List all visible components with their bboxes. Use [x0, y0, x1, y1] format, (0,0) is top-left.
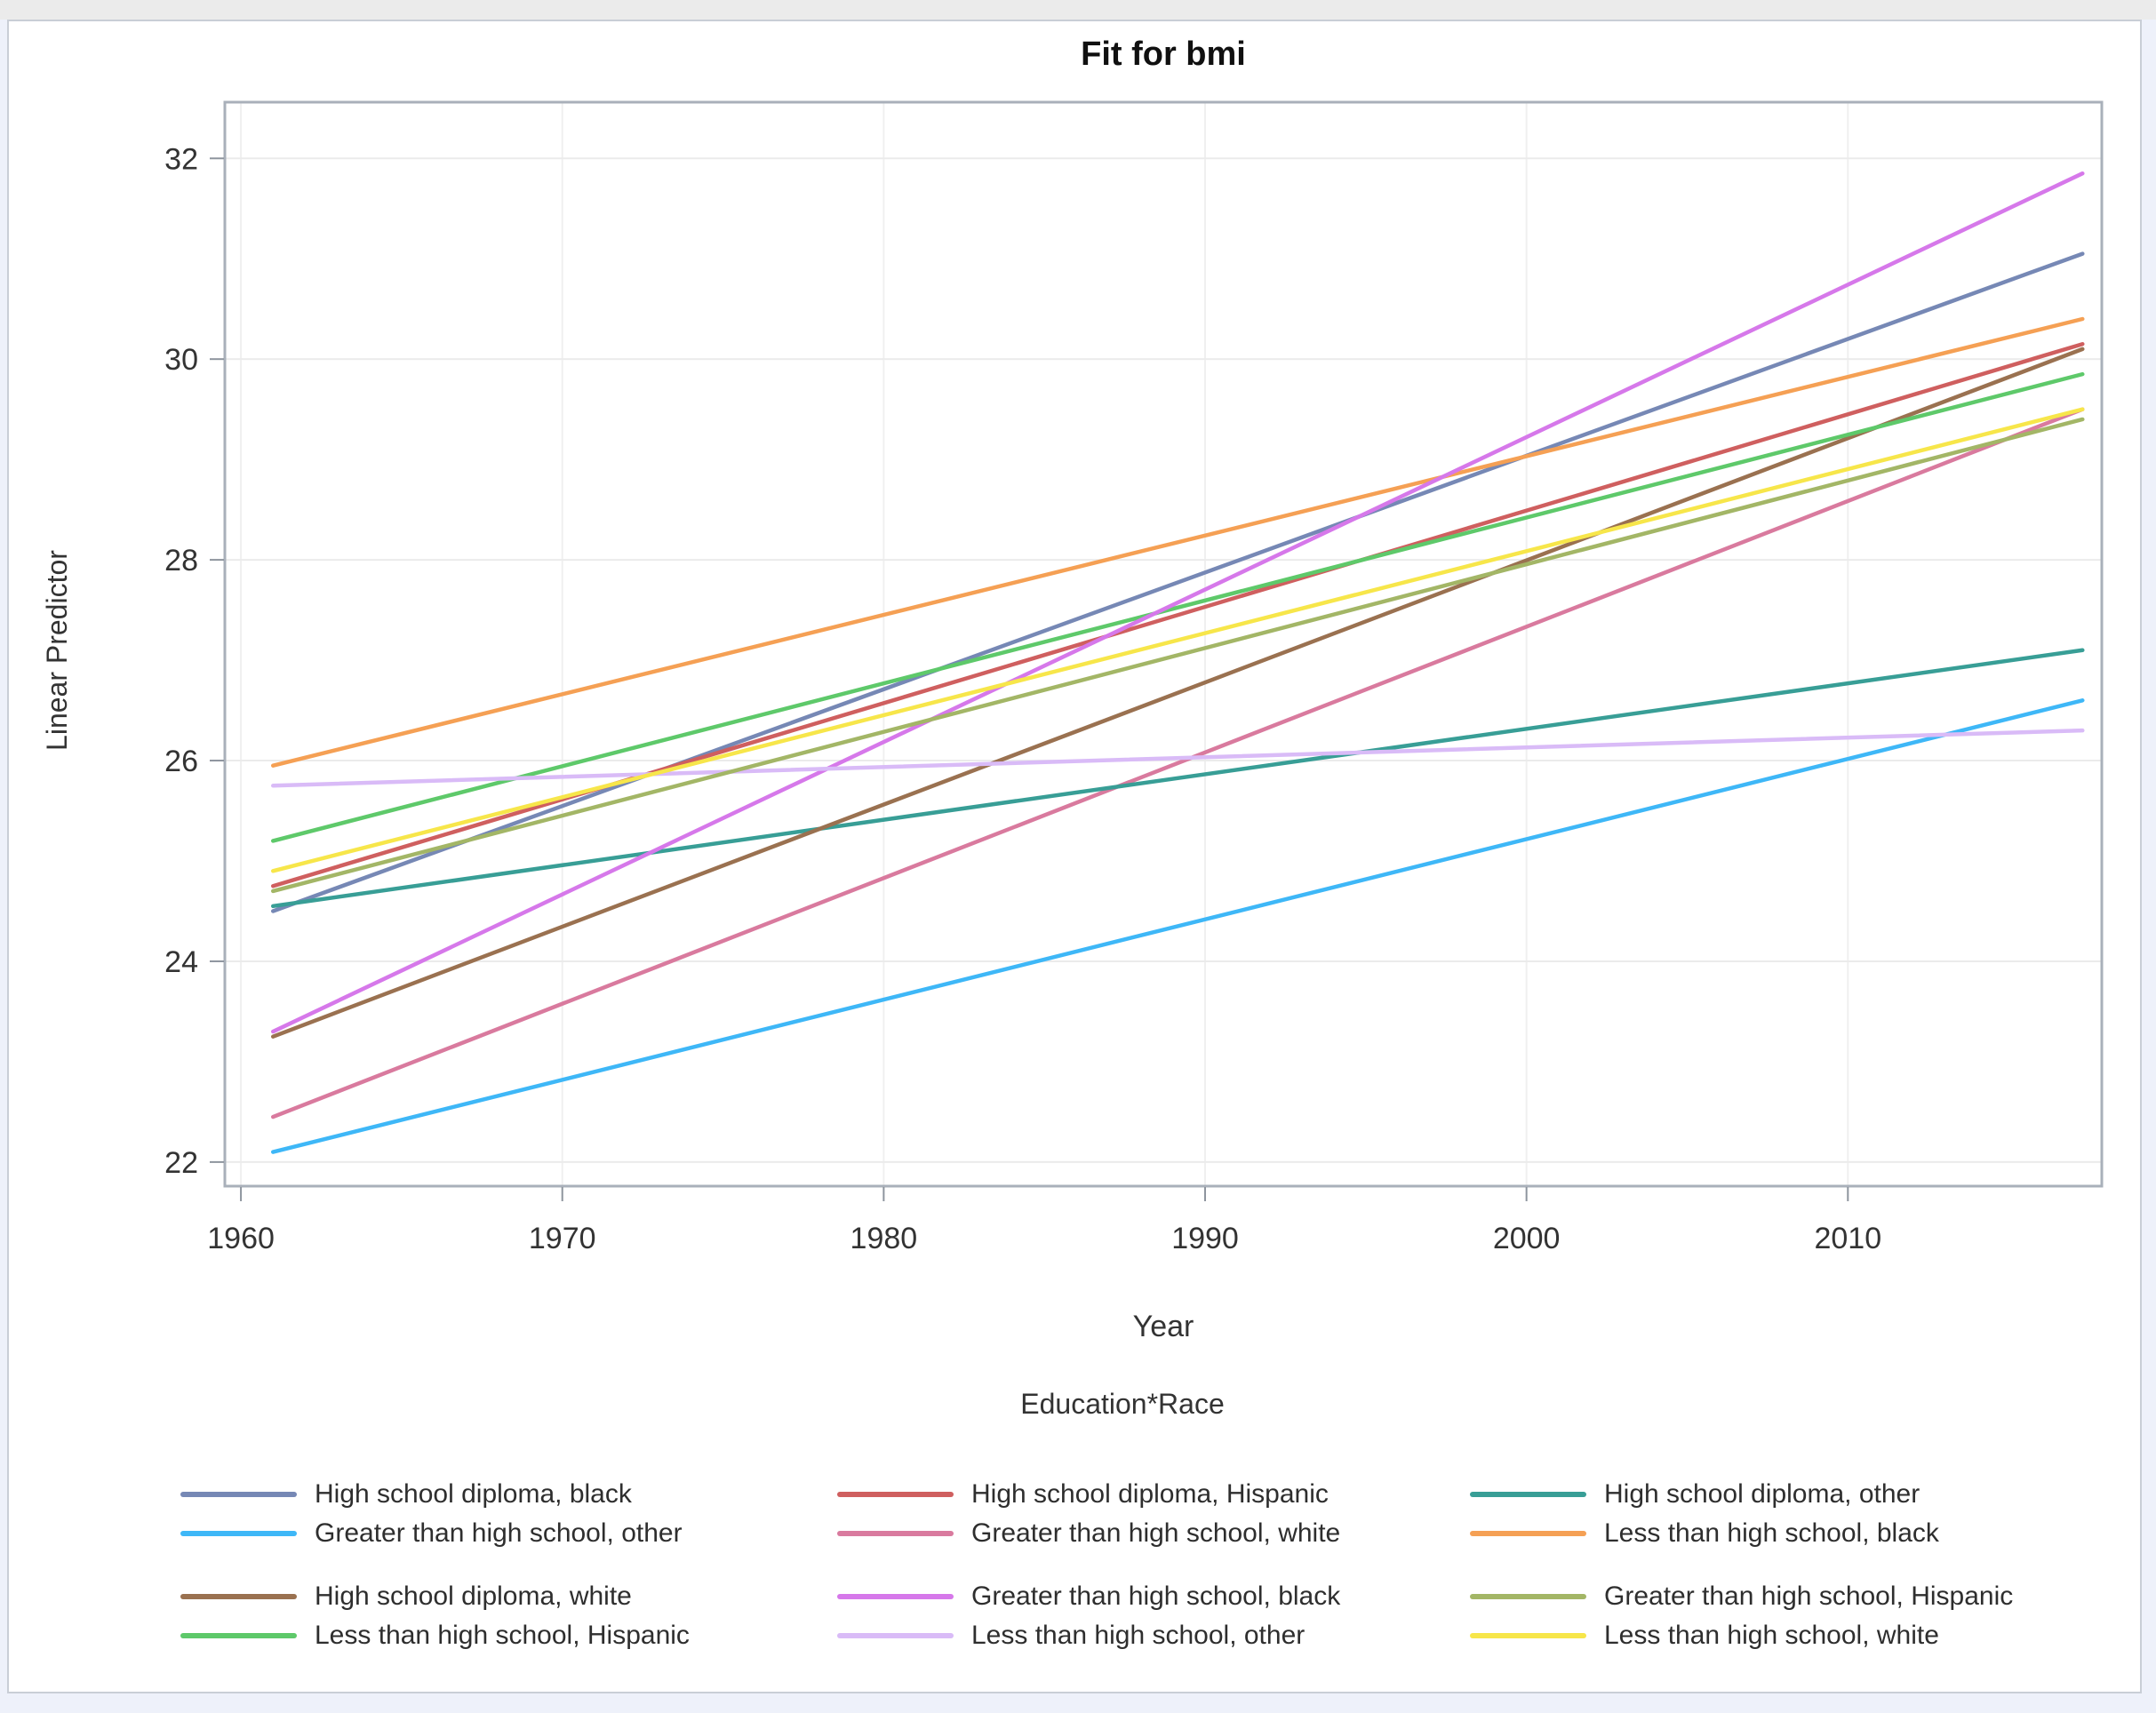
- legend-swatch: [180, 1594, 297, 1599]
- y-tick-label: 24: [164, 945, 198, 979]
- fit-line: [270, 371, 2085, 843]
- legend-swatch: [837, 1531, 954, 1536]
- fit-line: [270, 251, 2085, 913]
- fit-line: [270, 341, 2085, 888]
- legend-item: High school diploma, Hispanic: [837, 1475, 1470, 1514]
- legend-item: Less than high school, other: [837, 1616, 1470, 1655]
- legend-swatch: [1470, 1531, 1586, 1536]
- legend-group: High school diploma, black High school di…: [180, 1475, 2156, 1553]
- legend-item-label: High school diploma, black: [315, 1479, 632, 1509]
- x-tick-label: 1990: [1171, 1222, 1239, 1255]
- legend-swatch: [1470, 1492, 1586, 1497]
- legend-item-label: High school diploma, other: [1604, 1479, 1920, 1509]
- legend-swatch: [180, 1531, 297, 1536]
- legend-item-label: Less than high school, Hispanic: [315, 1621, 690, 1650]
- x-tick-label: 1980: [850, 1222, 918, 1255]
- legend-item: Greater than high school, Hispanic: [1470, 1577, 2156, 1616]
- legend-groups: High school diploma, black High school di…: [180, 1475, 2156, 1679]
- fit-line: [270, 171, 2085, 1034]
- legend-item-label: Greater than high school, other: [315, 1518, 683, 1548]
- legend-item: High school diploma, other: [1470, 1475, 2156, 1514]
- legend-swatch: [1470, 1594, 1586, 1599]
- fit-line: [270, 407, 2085, 1119]
- y-tick-label: 32: [164, 142, 198, 176]
- chart-panel: [7, 20, 2142, 1693]
- legend-item: Greater than high school, black: [837, 1577, 1470, 1616]
- x-tick-label: 2010: [1814, 1222, 1881, 1255]
- fit-line: [270, 417, 2085, 894]
- fit-line: [270, 316, 2085, 768]
- legend-item-label: High school diploma, white: [315, 1582, 632, 1611]
- legend-item: Greater than high school, white: [837, 1514, 1470, 1553]
- window-top-strip: [0, 0, 2156, 20]
- plot-frame: [223, 100, 2104, 1188]
- y-tick-label: 30: [164, 343, 198, 377]
- legend-item-label: High school diploma, Hispanic: [971, 1479, 1329, 1509]
- fit-line: [270, 407, 2085, 873]
- legend-swatch: [1470, 1633, 1586, 1638]
- y-tick-label: 26: [164, 745, 198, 778]
- y-tick-label: 22: [164, 1146, 198, 1180]
- fit-line: [270, 347, 2085, 1039]
- x-axis-title: Year: [1132, 1310, 1194, 1343]
- legend-item: Less than high school, white: [1470, 1616, 2156, 1655]
- legend-item-label: Greater than high school, Hispanic: [1604, 1582, 2014, 1611]
- legend-item-label: Less than high school, other: [971, 1621, 1306, 1650]
- y-tick-label: 28: [164, 544, 198, 578]
- x-tick-label: 1960: [207, 1222, 275, 1255]
- legend-swatch: [837, 1492, 954, 1497]
- legend-item-label: Less than high school, white: [1604, 1621, 1939, 1650]
- x-tick-label: 2000: [1493, 1222, 1561, 1255]
- legend-swatch: [837, 1633, 954, 1638]
- legend-item-label: Less than high school, black: [1604, 1518, 1939, 1548]
- fit-line: [270, 728, 2085, 788]
- fit-line: [270, 698, 2085, 1154]
- x-tick-label: 1970: [529, 1222, 596, 1255]
- legend-item: High school diploma, black: [180, 1475, 837, 1514]
- legend-item: Less than high school, black: [1470, 1514, 2156, 1553]
- legend-item: High school diploma, white: [180, 1577, 837, 1616]
- legend-swatch: [180, 1633, 297, 1638]
- legend-item-label: Greater than high school, white: [971, 1518, 1341, 1548]
- legend-item: Less than high school, Hispanic: [180, 1616, 837, 1655]
- legend-swatch: [180, 1492, 297, 1497]
- legend-item: Greater than high school, other: [180, 1514, 837, 1553]
- legend-title: Education*Race: [1020, 1388, 1225, 1420]
- legend-item-label: Greater than high school, black: [971, 1582, 1341, 1611]
- chart-title: Fit for bmi: [1081, 36, 1246, 73]
- legend-swatch: [837, 1594, 954, 1599]
- fit-line: [270, 648, 2085, 909]
- legend-group: High school diploma, white Greater than h…: [180, 1577, 2156, 1655]
